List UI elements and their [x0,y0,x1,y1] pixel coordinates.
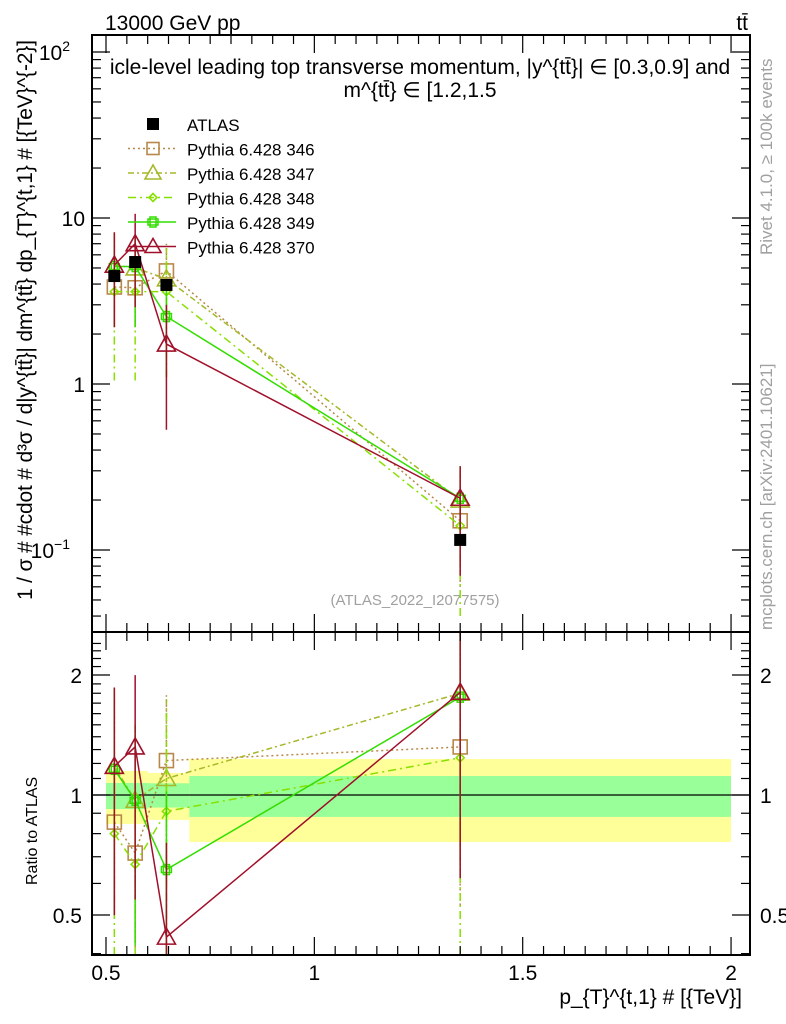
ratio-series-line [113,691,461,939]
x-tick-label: 1 [309,962,321,985]
y-tick-base: 10 [39,42,62,65]
atlas-marker [147,118,159,130]
legend-entry: Pythia 6.428 349 [128,214,315,233]
y-tick-base: 1 [73,374,85,397]
legend-label: ATLAS [187,116,240,135]
rivet-label: Rivet 4.1.0, ≥ 100k events [757,59,776,255]
analysis-watermark: (ATLAS_2022_I2077575) [330,592,499,609]
atlas-marker [160,278,173,291]
triangle-marker [143,163,163,180]
legend-label: Pythia 6.428 348 [187,190,315,209]
ratio-y-axis-label: Ratio to ATLAS [24,777,41,885]
series-370 [103,213,471,955]
cross-marker [149,216,157,228]
legend-entry: Pythia 6.428 348 [128,190,315,209]
ratio-series-line [113,692,461,802]
legend-label: Pythia 6.428 347 [187,165,315,184]
legend-entry: ATLAS [147,116,240,135]
x-tick-label: 1.5 [508,962,537,985]
legend-label: Pythia 6.428 370 [187,239,315,258]
triangle-marker [124,233,146,252]
mcplots-label: mcplots.cern.ch [arXiv:2401.10621] [757,364,776,630]
ratio-y-tick-label-right: 0.5 [760,905,786,928]
triangle-marker [124,736,146,755]
chart-title: icle-level leading top transverse moment… [109,56,731,102]
header-left: 13000 GeV pp [105,12,240,35]
ratio-y-tick-label-left: 1 [70,785,82,808]
y-tick-label: 1 [73,374,85,397]
square-marker [146,141,160,156]
triangle-marker [143,236,163,254]
legend-entry: Pythia 6.428 346 [128,141,315,160]
x-tick-label: 0.5 [91,962,120,985]
atlas-marker [108,270,121,283]
y-tick-label: 10−1 [31,536,71,563]
ratio-y-tick-label-right: 1 [760,785,772,808]
y-tick-exponent: −1 [54,536,70,552]
x-tick-label: 2 [725,962,737,985]
y-tick-exponent: 2 [62,38,70,54]
y-axis-label: 1 / σ # #cdot # d³σ / d|y^{tt̄}| dm^{tt̄… [14,40,37,600]
triangle-marker [103,755,125,775]
ratio-series-line [113,746,461,855]
triangle-marker [449,681,471,701]
ratio-y-tick-label-right: 2 [760,665,772,688]
y-tick-base: 10 [31,540,54,563]
legend-label: Pythia 6.428 346 [187,141,315,160]
series-line [113,242,461,499]
diamond-marker [147,192,159,203]
ratio-y-tick-label-left: 2 [70,665,82,688]
ratio-y-tick-label-left: 0.5 [53,905,82,928]
header-right: tt̄ [736,12,748,35]
series-atlas [108,256,467,546]
legend-entry: Pythia 6.428 370 [128,236,315,258]
triangle-marker [449,487,471,507]
x-axis-label: p_{T}^{t,1} # [{TeV}] [559,986,742,1009]
cross-marker [147,218,159,226]
ratio-series-line [113,696,461,871]
legend-label: Pythia 6.428 349 [187,214,315,233]
legend-entry: Pythia 6.428 347 [128,163,315,184]
triangle-marker [156,926,177,945]
y-tick-base: 10 [62,208,85,231]
y-tick-label: 10 [62,208,85,231]
series-line [114,270,461,522]
y-tick-label: 102 [39,38,70,65]
ratio-panel-frame [91,631,751,956]
atlas-marker [454,533,467,546]
atlas-marker [129,256,142,269]
triangle-marker [156,333,177,352]
